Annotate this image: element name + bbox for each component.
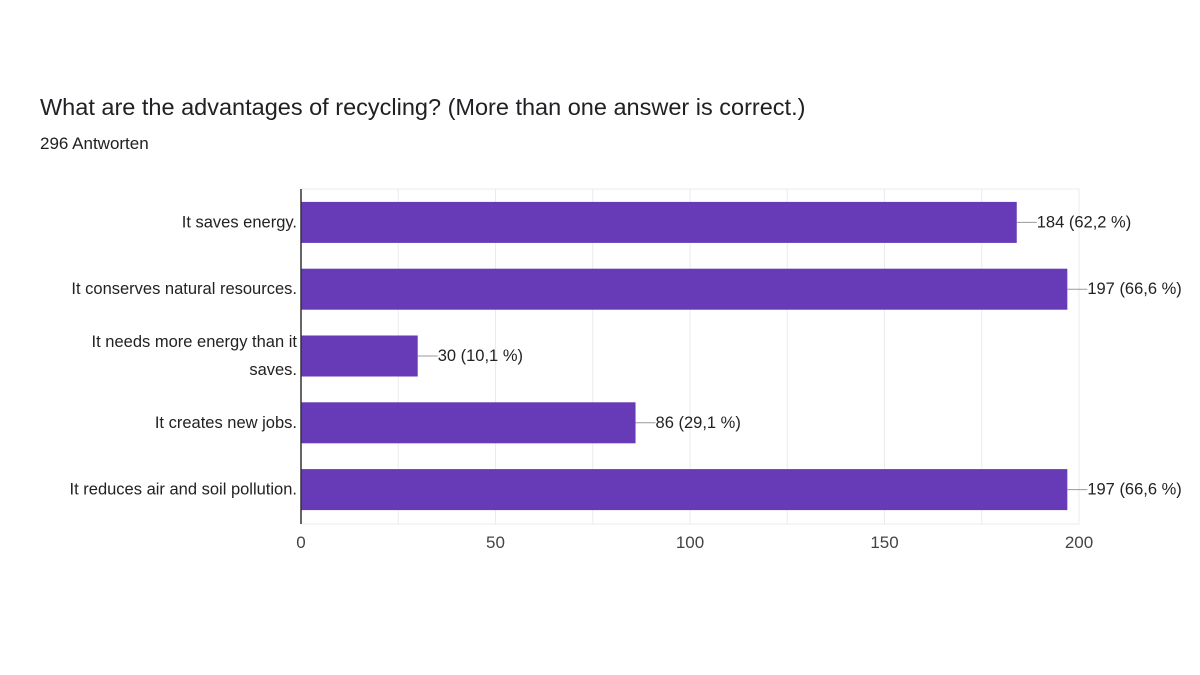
value-label: 30 (10,1 %) [438,347,523,365]
value-label: 184 (62,2 %) [1037,213,1131,231]
chart-title: What are the advantages of recycling? (M… [40,94,806,120]
x-tick-label: 150 [870,533,898,552]
category-label: It needs more energy than it saves. [92,333,298,379]
x-tick-label: 200 [1065,533,1093,552]
labels: 184 (62,2 %) It saves energy. 197 (66,6 %)… [70,213,1182,552]
category-label: It saves energy. [182,213,297,231]
x-tick-label: 100 [676,533,704,552]
x-tick-label: 50 [486,533,505,552]
category-label: It conserves natural resources. [71,280,297,298]
response-count: 296 Antworten [40,134,149,153]
bars [301,201,1088,511]
bar [301,201,1017,243]
x-tick-label: 0 [296,533,305,552]
bar [301,402,636,444]
grid-lines [300,188,1080,525]
value-label: 197 (66,6 %) [1087,280,1181,298]
value-label: 197 (66,6 %) [1087,481,1181,499]
bar [301,268,1068,310]
bar [301,469,1068,511]
bar [301,335,418,377]
category-label: It reduces air and soil pollution. [70,481,297,499]
value-label: 86 (29,1 %) [656,414,741,432]
category-label: It creates new jobs. [155,414,297,432]
